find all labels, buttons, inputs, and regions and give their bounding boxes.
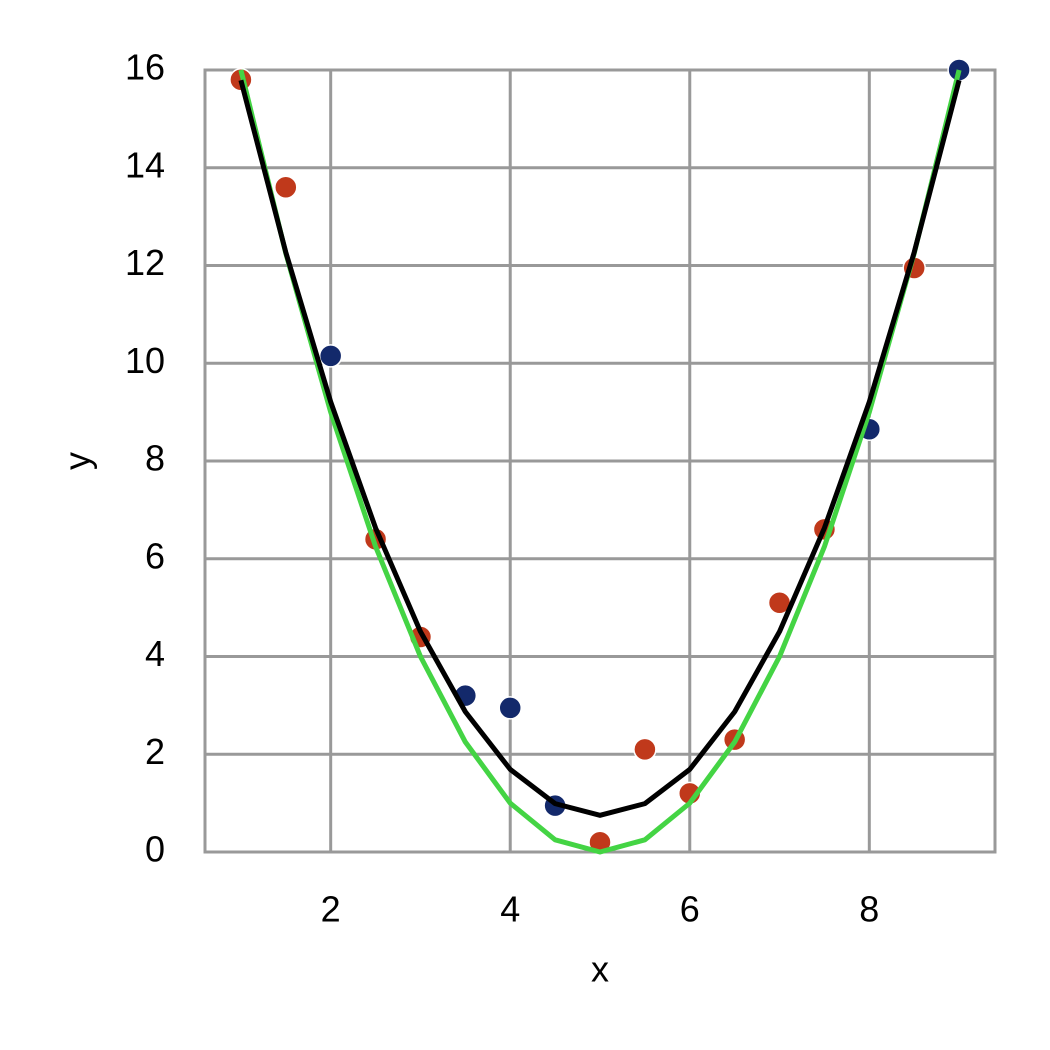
fit-curve bbox=[238, 79, 962, 818]
x-tick-label: 6 bbox=[680, 889, 700, 930]
y-tick-label: 10 bbox=[125, 340, 165, 381]
y-tick-label: 6 bbox=[145, 535, 165, 576]
y-tick-label: 2 bbox=[145, 731, 165, 772]
x-tick-label: 2 bbox=[321, 889, 341, 930]
x-tick-label: 8 bbox=[859, 889, 879, 930]
y-tick-label: 8 bbox=[145, 438, 165, 479]
y-tick-label: 12 bbox=[125, 242, 165, 283]
x-axis-label: x bbox=[591, 949, 609, 990]
x-tick-label: 4 bbox=[500, 889, 520, 930]
point bbox=[274, 175, 298, 200]
y-tick-label: 16 bbox=[125, 47, 165, 88]
point bbox=[498, 696, 522, 720]
y-tick-label: 0 bbox=[145, 829, 165, 870]
fit-curve bbox=[238, 69, 962, 855]
point bbox=[318, 344, 343, 368]
y-tick-label: 4 bbox=[145, 633, 165, 674]
point bbox=[633, 737, 657, 762]
y-axis-label: y bbox=[57, 452, 98, 470]
y-tick-label: 14 bbox=[125, 144, 165, 185]
